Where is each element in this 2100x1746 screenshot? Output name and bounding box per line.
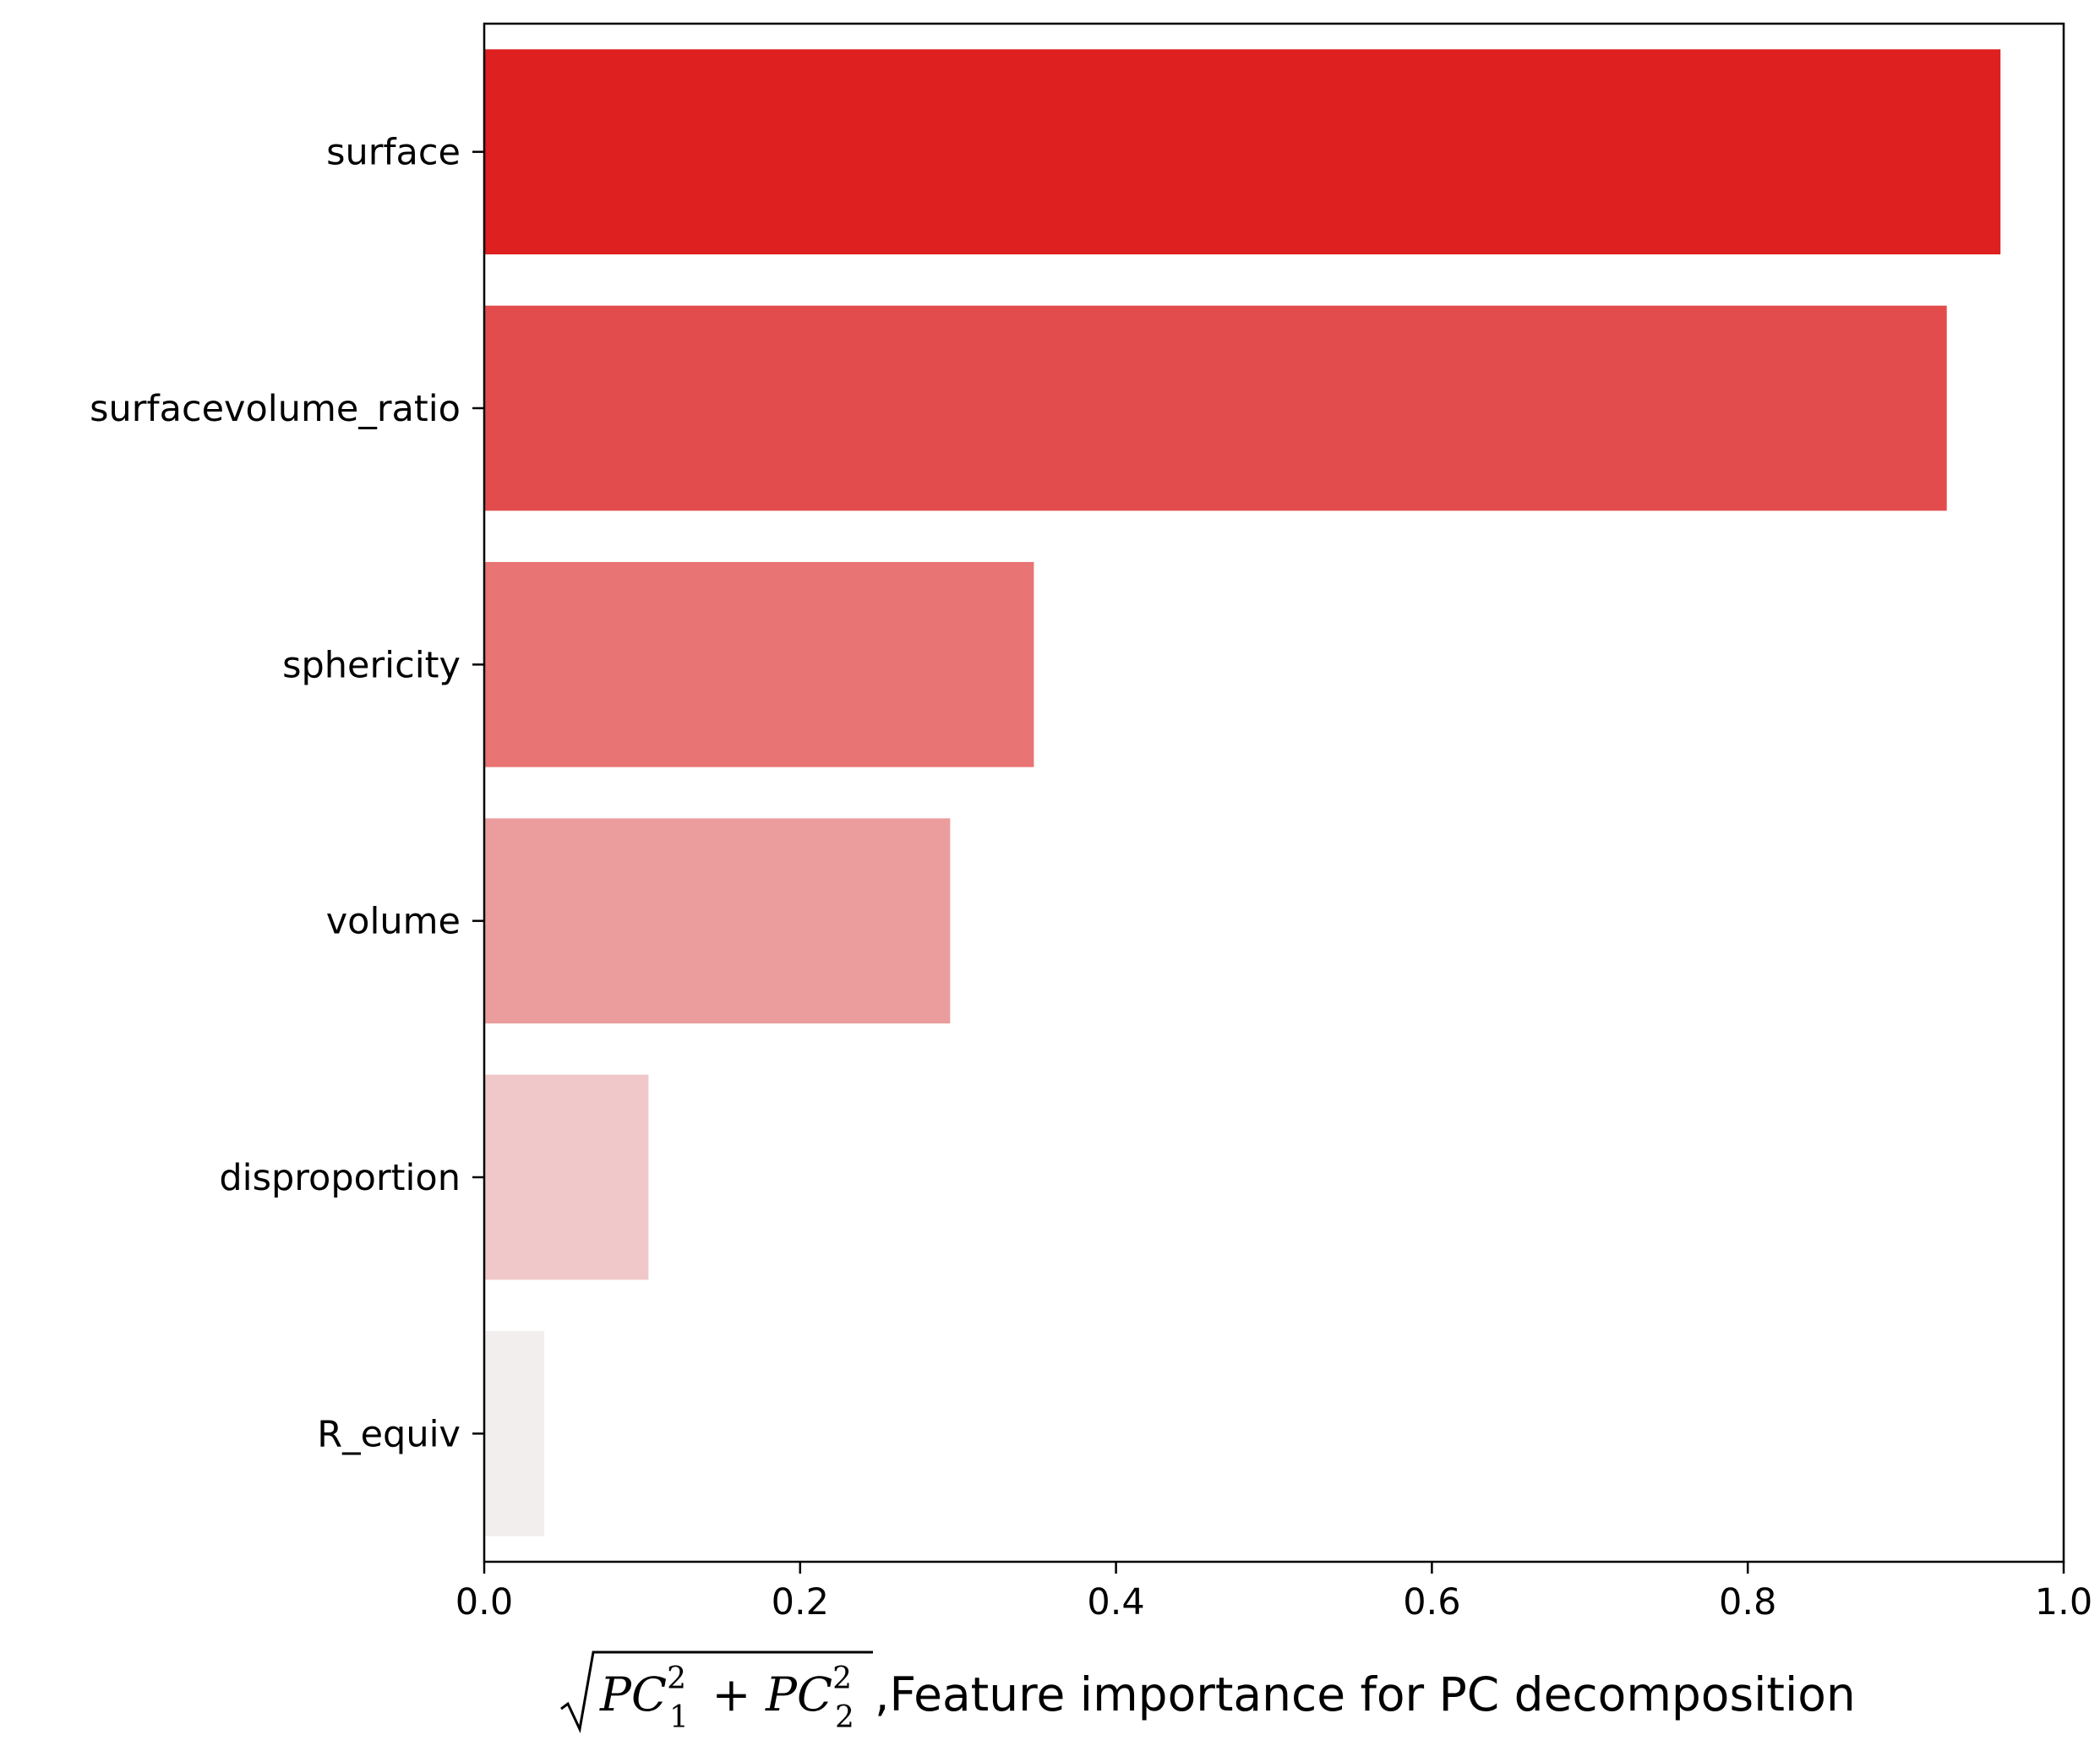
x-axis-math: PC2 1 + PC2 2 [599, 1661, 854, 1735]
y-tick-label: sphericity [282, 644, 461, 686]
y-tick-label: R_equiv [317, 1413, 461, 1455]
bars-group [484, 49, 2001, 1536]
plot-frame [483, 22, 2065, 1563]
x-tick-label: 0.0 [455, 1581, 513, 1623]
bar-sphericity [484, 562, 1034, 767]
bar-volume [484, 818, 951, 1023]
x-axis-label-text: ,Feature importance for PC decomposition [875, 1667, 1856, 1721]
y-tick-label: disproportion [219, 1157, 461, 1199]
y-ticks-group: surface surfacevolume_ratio sphericity volu… [90, 132, 484, 1455]
x-tick-label: 0.8 [1719, 1581, 1776, 1623]
y-tick-label: surfacevolume_ratio [90, 388, 461, 430]
y-tick-label: volume [326, 901, 461, 943]
x-tick-label: 0.6 [1403, 1581, 1460, 1623]
y-tick-label: surface [326, 132, 461, 174]
x-tick-label: 0.2 [772, 1581, 829, 1623]
x-tick-label: 0.4 [1087, 1581, 1144, 1623]
bar-surface [484, 49, 2001, 255]
sqrt-radical [560, 1651, 873, 1733]
x-ticks-group: 0.0 0.2 0.4 0.6 0.8 1.0 [455, 1562, 2092, 1623]
x-axis-label: PC2 1 + PC2 2 ,Feature importance for PC d… [560, 1651, 1856, 1735]
bar-disproportion [484, 1074, 649, 1280]
bar-r-equiv [484, 1331, 545, 1536]
bar-surfacevolume-ratio [484, 305, 1947, 511]
x-tick-label: 1.0 [2035, 1581, 2092, 1623]
